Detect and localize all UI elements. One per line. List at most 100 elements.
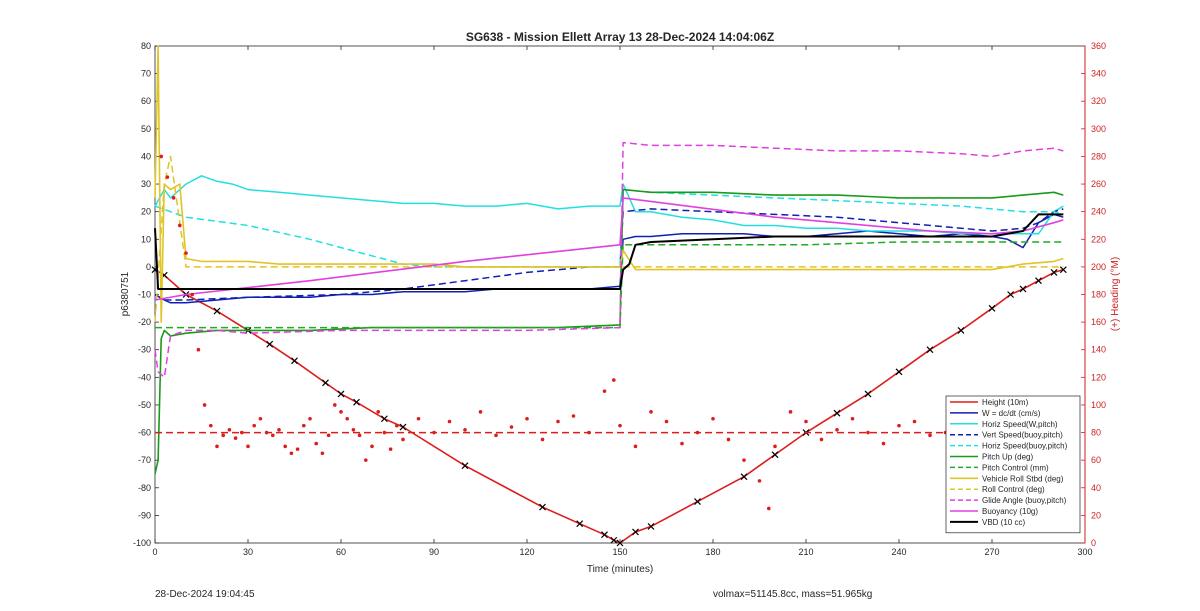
heading-point [509, 425, 514, 429]
heading-point [277, 427, 281, 432]
heading-point [283, 444, 288, 449]
heading-point [912, 419, 917, 424]
y2-tick-label: 80 [1091, 428, 1101, 438]
x-tick-label: 30 [243, 547, 253, 557]
heading-point [289, 451, 294, 456]
y2-tick-label: 200 [1091, 262, 1106, 272]
x-tick-label: 180 [705, 547, 720, 557]
y-tick-label: -20 [138, 317, 151, 327]
heading-point [302, 423, 306, 428]
height-marker [740, 473, 748, 481]
legend-entry: Horiz Speed(buoy,pitch) [982, 442, 1068, 451]
heading-point [370, 444, 374, 449]
heading-point [726, 437, 731, 442]
heading-point [767, 506, 771, 511]
heading-point [612, 378, 616, 382]
y-tick-label: -50 [138, 400, 151, 410]
y-tick-label: 70 [141, 69, 151, 79]
heading-point [850, 416, 855, 421]
heading-point [742, 458, 746, 462]
y-tick-label: 60 [141, 96, 151, 106]
heading-point [618, 423, 622, 428]
heading-point [308, 416, 312, 421]
x-tick-label: 300 [1077, 547, 1092, 557]
heading-point [866, 430, 870, 435]
y-tick-label: 0 [146, 262, 151, 272]
x-tick-label: 150 [612, 547, 627, 557]
heading-point [571, 414, 576, 418]
series-11 [154, 213, 1064, 290]
heading-point [835, 427, 839, 432]
y-tick-label: -60 [138, 428, 151, 438]
heading-point [240, 430, 244, 435]
heading-point [649, 410, 653, 414]
heading-point [416, 416, 421, 421]
heading-point [556, 419, 560, 424]
legend-entry: Horiz Speed(W,pitch) [982, 420, 1058, 429]
series-7 [154, 45, 1064, 323]
height-marker [1007, 291, 1015, 298]
height-marker [539, 503, 546, 511]
legend-entry: W = dc/dt (cm/s) [982, 409, 1041, 418]
heading-point [159, 154, 163, 159]
y-tick-label: 20 [141, 207, 151, 217]
legend-entry: VBD (10 cc) [982, 518, 1025, 527]
heading-point [819, 437, 824, 442]
series-line [154, 213, 1064, 290]
heading-point [295, 447, 300, 451]
heading-point [351, 427, 356, 432]
heading-point [196, 347, 201, 352]
y-tick-label: -70 [138, 455, 151, 465]
y2-tick-label: 260 [1091, 179, 1106, 189]
y2-tick-label: 100 [1091, 400, 1106, 410]
heading-point [463, 427, 467, 432]
heading-point [664, 419, 669, 424]
y-tick-label: 10 [141, 234, 151, 244]
chart-title: SG638 - Mission Ellett Array 13 28-Dec-2… [466, 30, 774, 44]
axis-ticks: 0 30 60 90 120 150 180 210 240 270 300807060504030… [133, 41, 1106, 557]
heading-point [326, 433, 331, 438]
heading-point [233, 436, 238, 440]
x-tick-label: 0 [152, 547, 157, 557]
series-line [154, 141, 1064, 379]
heading-point [382, 430, 387, 435]
legend-entry: Pitch Up (deg) [982, 453, 1033, 462]
legend-entry: Buoyancy (10g) [982, 507, 1038, 516]
series-0 [151, 266, 1067, 547]
heading-point [339, 410, 343, 414]
y-tick-label: 50 [141, 124, 151, 134]
y2-tick-label: 60 [1091, 455, 1101, 465]
series-line [154, 188, 1064, 268]
series-layer [151, 45, 1067, 547]
y2-tick-label: 180 [1091, 290, 1106, 300]
y2-tick-label: 340 [1091, 69, 1106, 79]
height-marker [926, 346, 934, 354]
x-tick-label: 120 [519, 547, 534, 557]
height-marker [616, 539, 624, 547]
heading-point [478, 410, 483, 414]
heading-point [711, 416, 715, 421]
y2-tick-label: 220 [1091, 234, 1106, 244]
heading-point [252, 423, 256, 428]
legend-entry: Roll Control (deg) [982, 485, 1045, 494]
y-tick-label: 30 [141, 179, 151, 189]
heading-point [395, 423, 399, 428]
y-tick-label: -80 [138, 483, 151, 493]
legend-entry: Height (10m) [982, 398, 1029, 407]
heading-point [757, 479, 762, 483]
y2-tick-label: 160 [1091, 317, 1106, 327]
y-tick-label: -40 [138, 372, 151, 382]
series-4 [154, 188, 1064, 268]
series-3 [154, 208, 1064, 301]
height-marker [576, 520, 584, 528]
heading-point [202, 403, 207, 407]
height-marker [461, 462, 469, 470]
heading-point [178, 223, 182, 228]
x-tick-label: 240 [891, 547, 906, 557]
heading-point [246, 444, 250, 449]
heading-point [171, 196, 176, 200]
heading-point [494, 433, 498, 438]
heading-point [804, 419, 808, 424]
series-8 [154, 155, 1064, 323]
heading-point [364, 458, 368, 462]
